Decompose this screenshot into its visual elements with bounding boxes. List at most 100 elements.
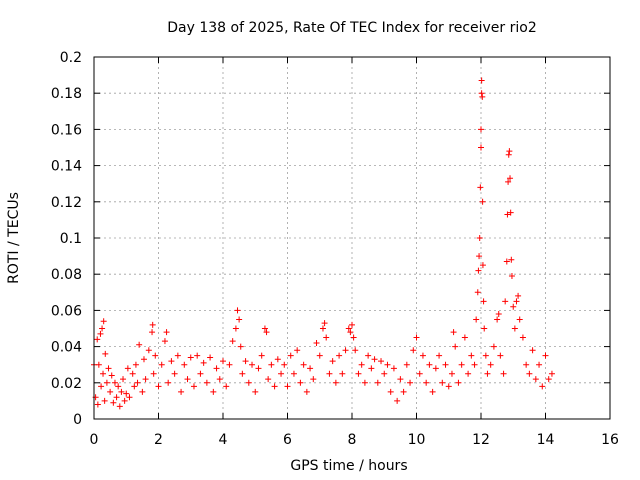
data-point	[98, 383, 105, 390]
data-point	[95, 361, 102, 368]
data-point	[136, 341, 143, 348]
data-point	[329, 358, 336, 365]
data-point	[165, 379, 172, 386]
x-tick-label: 10	[408, 432, 426, 448]
data-point	[100, 318, 107, 325]
data-point	[532, 376, 539, 383]
data-point	[458, 361, 465, 368]
data-point	[526, 370, 533, 377]
data-point	[384, 361, 391, 368]
data-point	[149, 321, 156, 328]
y-tick-label: 0.02	[51, 376, 82, 392]
data-point	[155, 383, 162, 390]
x-tick-labels: 0 2 4 6 8 10 12 14 16	[90, 432, 619, 448]
data-point	[194, 352, 201, 359]
data-point	[358, 361, 365, 368]
y-axis-label: ROTI / TECUs	[6, 192, 22, 284]
data-point	[523, 361, 530, 368]
data-point	[239, 370, 246, 377]
data-point	[452, 343, 459, 350]
data-point	[479, 198, 486, 205]
data-point	[232, 325, 239, 332]
y-tick-label: 0.18	[51, 86, 82, 102]
data-point	[387, 388, 394, 395]
data-point	[142, 376, 149, 383]
data-point	[503, 258, 510, 265]
data-point	[184, 376, 191, 383]
data-point	[436, 352, 443, 359]
data-point	[505, 178, 512, 185]
data-point	[513, 298, 520, 305]
x-axis-label: GPS time / hours	[290, 458, 407, 474]
data-point	[407, 379, 414, 386]
data-point	[439, 379, 446, 386]
data-point	[481, 325, 488, 332]
data-point	[497, 352, 504, 359]
data-point	[245, 379, 252, 386]
data-point	[113, 394, 120, 401]
data-point	[361, 379, 368, 386]
data-point	[149, 329, 156, 336]
data-point	[234, 307, 241, 314]
data-point	[336, 352, 343, 359]
data-point	[450, 329, 457, 336]
data-point	[107, 388, 114, 395]
data-point	[116, 403, 123, 410]
data-point	[365, 352, 372, 359]
data-point	[465, 370, 472, 377]
data-point	[471, 361, 478, 368]
data-point	[297, 379, 304, 386]
data-point	[350, 334, 357, 341]
data-point	[536, 361, 543, 368]
data-point	[478, 90, 485, 97]
x-tick-label: 12	[472, 432, 490, 448]
data-point	[478, 77, 485, 84]
data-point	[210, 388, 217, 395]
data-point	[504, 211, 511, 218]
data-point	[347, 329, 354, 336]
data-point	[237, 343, 244, 350]
data-point	[507, 175, 514, 182]
data-point	[190, 383, 197, 390]
data-point	[203, 379, 210, 386]
data-point	[397, 376, 404, 383]
data-point	[129, 370, 136, 377]
data-point	[139, 388, 146, 395]
data-point	[352, 347, 359, 354]
data-point	[118, 388, 125, 395]
data-point	[371, 356, 378, 363]
data-point	[171, 370, 178, 377]
data-point	[474, 289, 481, 296]
data-point	[478, 144, 484, 151]
data-point	[473, 316, 480, 323]
data-point	[99, 325, 106, 332]
data-point	[103, 379, 110, 386]
data-point	[511, 325, 518, 332]
data-point	[310, 376, 317, 383]
data-point	[200, 359, 207, 366]
data-point	[94, 336, 101, 343]
data-point	[287, 352, 294, 359]
data-point	[307, 365, 314, 372]
data-point	[110, 399, 117, 406]
data-point	[476, 235, 483, 241]
chart-title: Day 138 of 2025, Rate Of TEC Index for r…	[167, 20, 537, 36]
data-point	[303, 388, 310, 395]
data-point	[490, 343, 497, 350]
y-tick-labels: 0 0.02 0.04 0.06 0.08 0.1 0.12 0.14 0.16 0.18 0.2	[51, 50, 82, 428]
y-tick-label: 0.08	[51, 267, 82, 283]
data-point	[519, 334, 526, 341]
data-point	[152, 352, 159, 359]
data-point	[484, 370, 491, 377]
data-point	[476, 253, 483, 260]
data-points	[91, 77, 555, 410]
data-point	[100, 370, 107, 377]
data-point	[368, 365, 375, 372]
data-point	[378, 358, 385, 365]
data-point	[507, 209, 514, 216]
data-point	[390, 365, 397, 372]
data-point	[261, 325, 268, 332]
data-point	[102, 350, 109, 357]
data-point	[505, 151, 512, 158]
